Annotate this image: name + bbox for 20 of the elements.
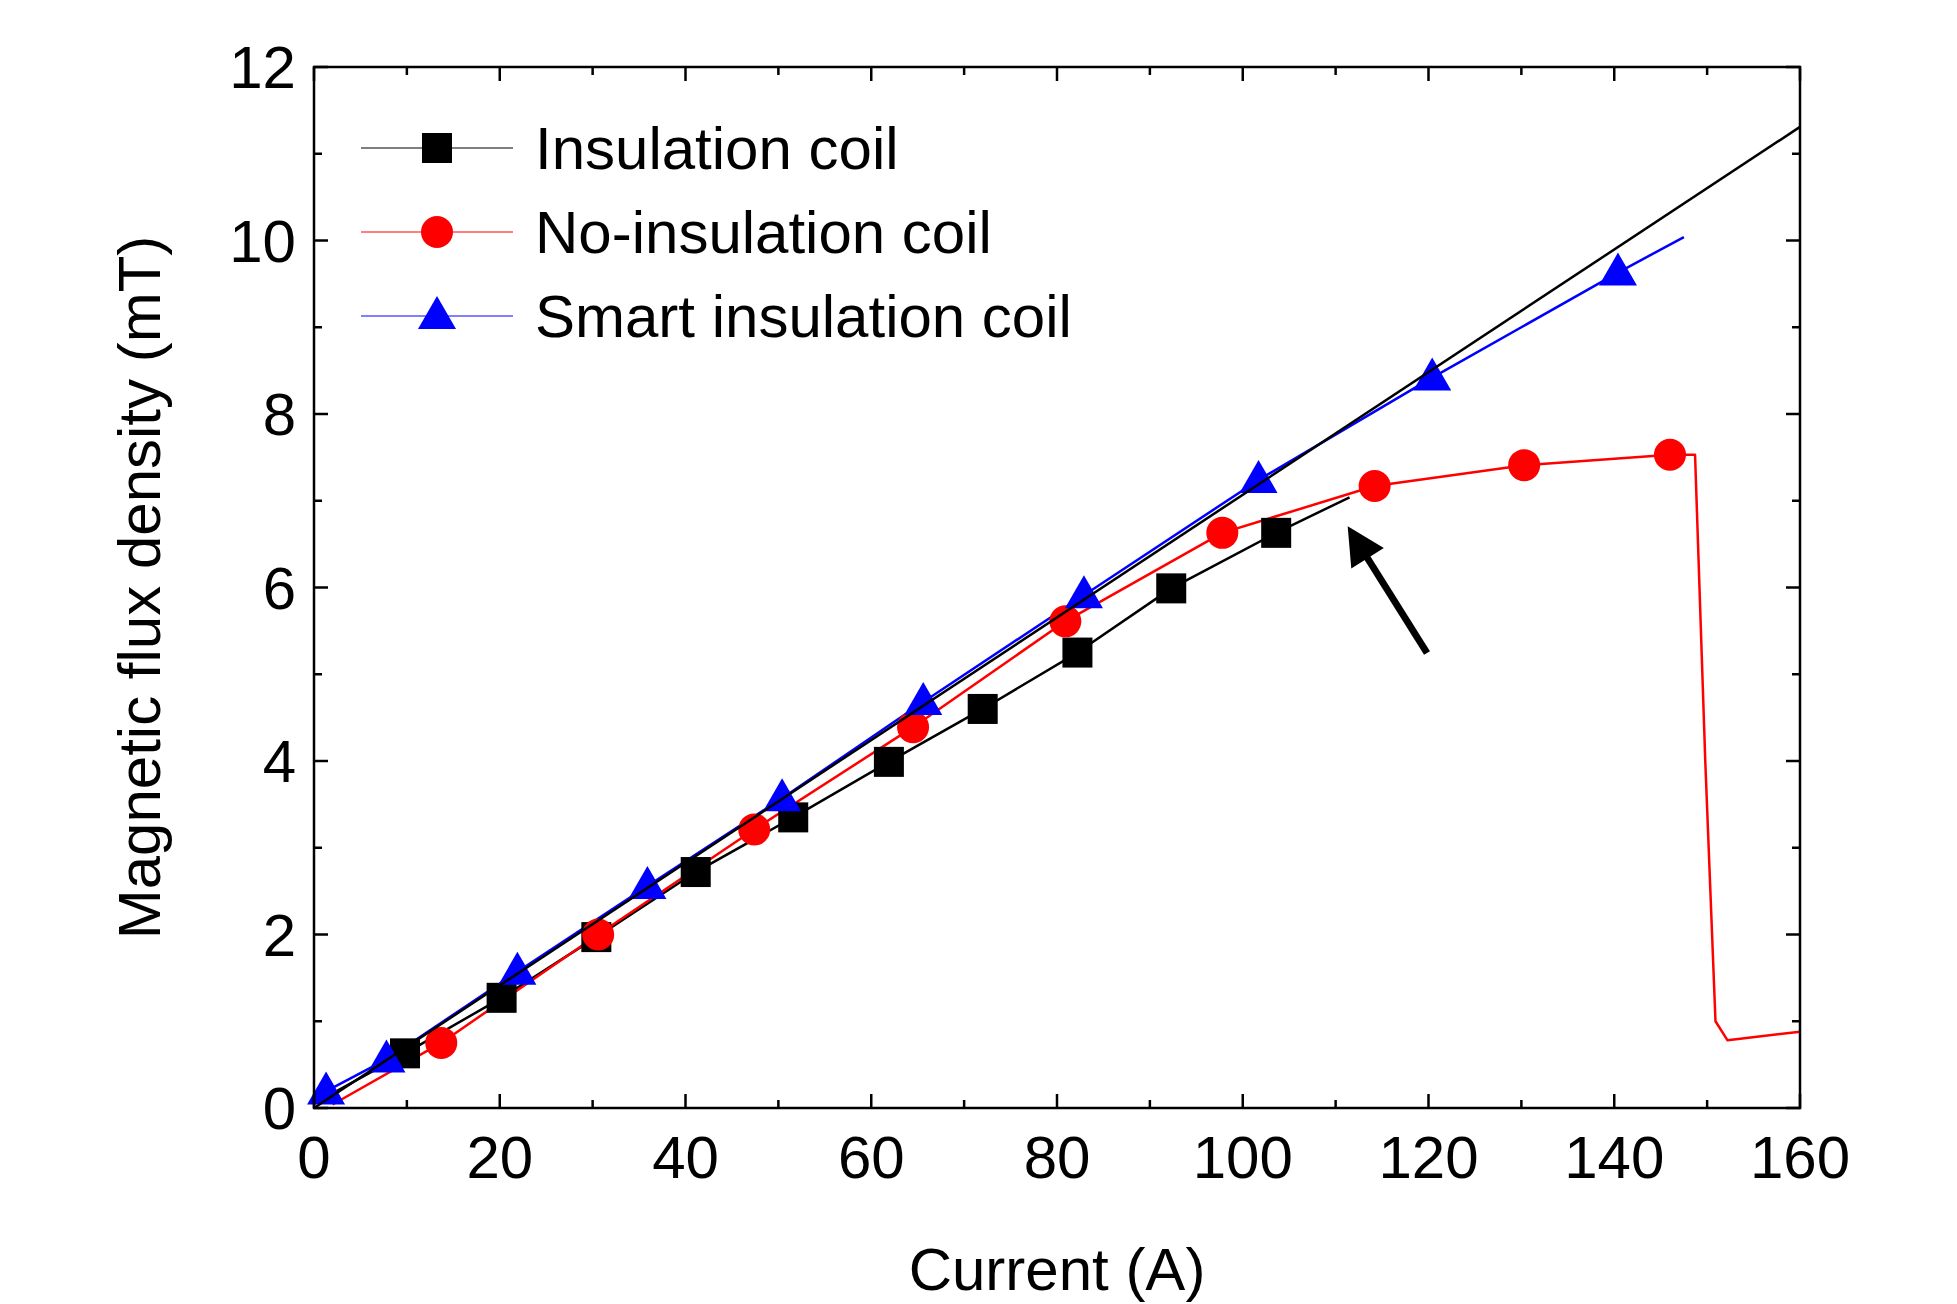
y-tick-label: 0 — [262, 1075, 296, 1142]
y-tick-label: 6 — [262, 554, 296, 622]
x-tick-label: 40 — [652, 1124, 719, 1191]
y-tick-label: 12 — [229, 34, 296, 101]
x-axis-title: Current (A) — [908, 1236, 1206, 1303]
y-tick-label: 4 — [262, 728, 296, 795]
y-axis-title: Magnetic flux density (mT) — [106, 235, 173, 940]
y-tick-label: 10 — [229, 207, 296, 275]
x-tick-label: 100 — [1192, 1124, 1293, 1191]
x-tick-label: 60 — [837, 1124, 905, 1191]
legend-label: No-insulation coil — [535, 199, 992, 266]
x-tick-label: 20 — [466, 1124, 534, 1191]
x-tick-label: 140 — [1564, 1124, 1665, 1191]
x-tick-label: 80 — [1023, 1124, 1091, 1191]
legend-label: Smart insulation coil — [535, 283, 1072, 350]
legend-label: Insulation coil — [535, 115, 899, 182]
y-tick-label: 8 — [262, 381, 296, 448]
x-tick-label: 120 — [1378, 1124, 1479, 1191]
y-tick-label: 2 — [262, 901, 296, 969]
x-tick-label: 160 — [1749, 1124, 1851, 1191]
